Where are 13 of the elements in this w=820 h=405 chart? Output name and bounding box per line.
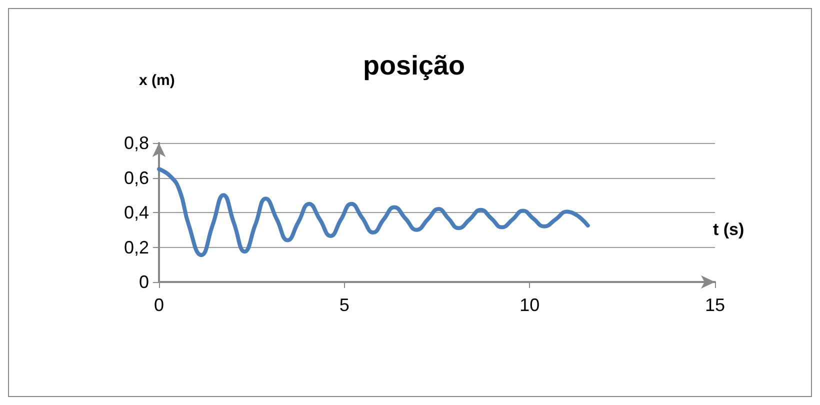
y-tick-label: 0,6 — [124, 168, 149, 188]
y-axis-title: x (m) — [139, 72, 175, 89]
x-tick-label: 0 — [154, 295, 164, 315]
x-tick-label: 10 — [520, 295, 540, 315]
chart-title: posição — [362, 50, 466, 80]
y-tick-label: 0,2 — [124, 237, 149, 258]
y-tick-label: 0,4 — [124, 202, 149, 222]
y-tick-label: 0 — [138, 272, 149, 292]
x-axis-title: t (s) — [713, 220, 744, 239]
x-tick-label: 15 — [704, 295, 726, 315]
x-tick-label: 5 — [339, 295, 350, 315]
y-tick-label: 0,8 — [124, 133, 149, 153]
line-series — [157, 167, 590, 258]
